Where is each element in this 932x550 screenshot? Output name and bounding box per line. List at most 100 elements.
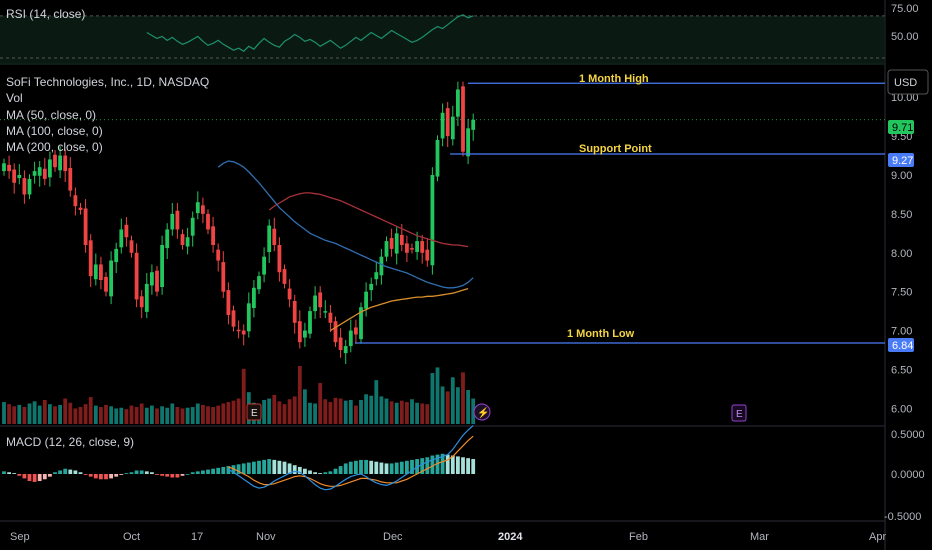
last-price-tag-bg	[888, 120, 914, 134]
candle-body	[27, 178, 32, 195]
macd-histogram-bar	[221, 466, 226, 474]
candle-body	[236, 329, 241, 332]
volume-bar	[32, 401, 37, 424]
candle-body	[114, 248, 119, 263]
earnings-marker-1[interactable]: E	[246, 403, 262, 421]
macd-histogram-bar	[206, 469, 210, 474]
volume-bar	[195, 403, 200, 424]
macd-histogram-bar	[216, 467, 221, 474]
volume-bar	[63, 398, 68, 424]
macd-histogram-bar	[231, 465, 236, 474]
macd-histogram-bar	[58, 470, 62, 474]
ma200-label[interactable]: MA (200, close, 0)	[6, 140, 103, 154]
time-tick-label: 17	[191, 531, 203, 543]
candle-body	[165, 229, 170, 249]
macd-histogram-bar	[93, 474, 98, 479]
currency-button[interactable]: USD	[887, 69, 929, 95]
low-price-tag-bg	[888, 338, 914, 352]
macd-histogram-bar	[7, 472, 11, 474]
macd-histogram-bar	[456, 456, 460, 474]
candle-body	[155, 270, 159, 292]
volume-bar	[318, 382, 323, 424]
candle-body	[338, 337, 343, 350]
candle-body	[12, 169, 17, 183]
volume-bar	[226, 402, 231, 424]
dividend-marker[interactable]: ⚡	[473, 403, 491, 421]
candle-body	[262, 256, 266, 275]
candle-body	[445, 108, 450, 137]
volume-bar	[389, 401, 394, 424]
candle-body	[7, 164, 11, 172]
volume-bar	[12, 406, 17, 424]
volume-bar	[37, 405, 42, 424]
macd-histogram-bar	[139, 470, 144, 474]
last-price-value: 9.71	[892, 122, 913, 134]
earnings-marker-1-frame	[246, 403, 262, 421]
macd-histogram-bar	[471, 459, 476, 474]
candle-body	[384, 241, 389, 257]
macd-histogram-bar	[27, 474, 32, 482]
volume-bar	[73, 408, 78, 424]
support-price-tag: 9.27	[888, 153, 914, 167]
macd-histogram-bar	[104, 474, 108, 480]
candle-body	[246, 303, 251, 332]
macd-histogram-bar	[2, 471, 6, 474]
macd-histogram-bar	[160, 474, 164, 476]
candle-body	[267, 225, 272, 252]
candle-body	[348, 330, 353, 347]
vol-label[interactable]: Vol	[6, 91, 23, 105]
support-price-value: 9.27	[892, 155, 913, 167]
ma50-label[interactable]: MA (50, close, 0)	[6, 108, 96, 122]
volume-bar	[364, 394, 368, 424]
candle-body	[303, 330, 307, 338]
macd-histogram-bar	[73, 470, 78, 474]
macd-histogram-bar	[338, 466, 343, 474]
candle-body	[389, 238, 394, 249]
volume-bar	[170, 403, 175, 424]
dividend-marker-circle	[473, 403, 491, 421]
macd-histogram-bar	[303, 468, 307, 474]
volume-bar	[308, 402, 312, 424]
candle-body	[226, 290, 231, 315]
candle-body	[415, 241, 419, 252]
support-annotation: Support Point	[579, 143, 652, 155]
macd-histogram-bar	[114, 474, 119, 477]
rsi-band	[0, 15, 885, 65]
volume-bar	[471, 398, 476, 424]
macd-histogram-bar	[88, 474, 93, 477]
macd-histogram-bar	[394, 462, 399, 474]
time-tick-label: 2024	[498, 531, 523, 543]
candle-body	[119, 229, 124, 248]
macd-histogram-bar	[68, 469, 73, 474]
earnings-marker-2[interactable]: E	[731, 404, 747, 422]
macd-histogram-bar	[292, 465, 297, 474]
macd-histogram-bar	[63, 468, 68, 474]
volume-bar	[68, 402, 73, 424]
macd-histogram-bar	[374, 461, 379, 474]
candle-body	[277, 245, 282, 273]
ma100-label[interactable]: MA (100, close, 0)	[6, 124, 103, 138]
low-price-value: 6.84	[892, 340, 913, 352]
macd-histogram-bar	[109, 474, 113, 479]
macd-tick-1: 0.0000	[891, 469, 925, 481]
macd-histogram-bar	[297, 466, 302, 474]
rsi-label: RSI (14, close)	[6, 7, 85, 21]
macd-histogram-bar	[241, 463, 246, 474]
rsi-pane[interactable]: RSI (14, close) 75.00 50.00	[6, 3, 919, 43]
volume-bar	[48, 404, 52, 424]
candle-body	[359, 307, 363, 340]
volume-bar	[328, 402, 333, 424]
macd-tick-0: 0.5000	[891, 429, 925, 441]
macd-histogram-bar	[37, 474, 42, 482]
candle-body	[190, 217, 195, 236]
candle-body	[185, 237, 190, 247]
macd-histogram-bar	[236, 464, 241, 474]
candle-body	[354, 327, 358, 335]
symbol-title[interactable]: SoFi Technologies, Inc., 1D, NASDAQ	[6, 75, 209, 89]
volume-bar	[287, 399, 292, 424]
macd-histogram-bar	[246, 462, 251, 474]
macd-histogram-bar	[450, 455, 455, 474]
candle-body	[343, 346, 348, 354]
